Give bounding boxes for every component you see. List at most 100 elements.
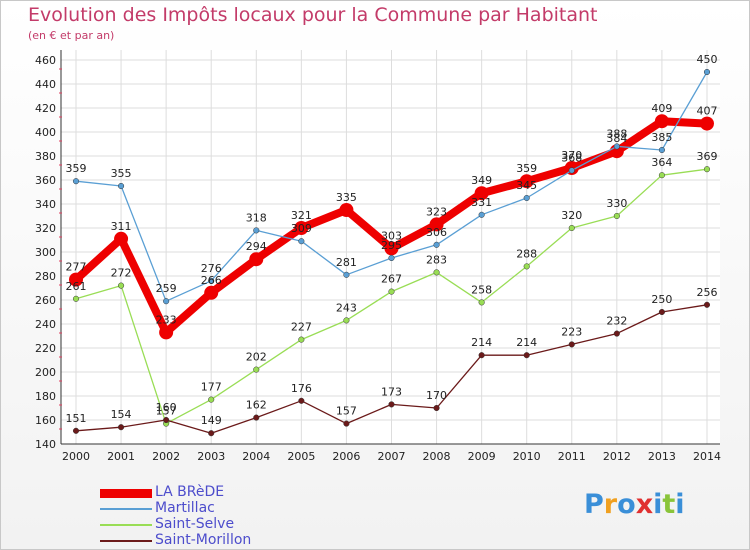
data-label: 355 [111,167,132,180]
data-point [118,182,125,190]
data-point [613,143,620,150]
data-labels: 277 311 233 266 294 321 335 303 323 349 359 370 384 4… [66,53,718,427]
x-tick-label: 2003 [197,450,225,463]
data-point [429,217,444,232]
x-tick-label: 2002 [152,450,180,463]
data-label: 154 [111,408,132,421]
legend-label: Martillac [155,500,215,516]
data-point [523,194,530,202]
data-point [388,254,395,262]
data-point [474,186,489,201]
chart-title: Evolution des Impôts locaux pour la Comm… [28,4,598,26]
data-point [703,301,711,308]
data-label: 232 [606,315,627,328]
data-point [384,241,399,256]
logo-letter: o [617,489,636,520]
data-point [568,167,575,174]
data-point [118,424,125,431]
data-label: 160 [156,401,177,414]
data-label: 309 [291,222,312,235]
y-tick-label: 180 [35,390,56,403]
logo-letter: x [635,489,654,520]
data-point [253,414,260,421]
data-label: 283 [426,253,447,266]
data-point [658,308,665,316]
data-label: 320 [561,209,582,222]
data-point [388,288,395,295]
data-label: 227 [291,321,312,334]
x-tick-label: 2008 [423,450,451,463]
data-label: 306 [426,226,447,239]
data-point [654,114,669,129]
data-point [478,352,485,359]
y-tick-label: 160 [35,414,56,427]
data-point [72,178,80,185]
data-label: 288 [516,247,537,260]
data-label: 149 [201,414,222,427]
y-tick-label: 140 [35,438,56,451]
data-label: 256 [696,286,717,299]
data-point [343,317,350,324]
data-label: 323 [426,205,447,218]
legend-swatch [100,488,152,498]
data-label: 157 [336,405,357,418]
legend-label: Saint-Morillon [155,532,252,548]
x-tick-label: 2005 [287,450,315,463]
x-tick-label: 2012 [603,450,631,463]
logo-letter: t [662,489,676,520]
y-tick-label: 220 [35,342,56,355]
y-tick-label: 260 [35,294,56,307]
data-point [163,298,170,305]
data-point [388,401,395,408]
data-point [118,282,125,289]
logo-letter: i [675,489,685,520]
x-tick-label: 2010 [513,450,541,463]
data-label: 223 [561,325,582,338]
x-tick-label: 2006 [332,450,360,463]
data-point [159,325,174,340]
logo-letter: r [603,489,618,520]
data-label: 364 [651,156,672,169]
data-label: 409 [651,102,672,115]
data-point [208,396,215,403]
data-label: 369 [696,150,717,163]
x-tick-label: 2014 [693,450,721,463]
y-tick-label: 300 [35,246,56,259]
data-label: 202 [246,351,267,364]
data-point [568,224,575,232]
line-chart: 140 160 180 200 220 240 260 280 300 320 340 360 380 4… [35,50,721,463]
data-label: 359 [66,162,87,175]
data-label: 368 [561,151,582,164]
data-point [343,271,350,278]
x-tick-label: 2007 [377,450,405,463]
data-label: 330 [606,197,627,210]
y-tick-label: 200 [35,366,56,379]
x-tick-label: 2011 [558,450,586,463]
data-label: 233 [156,313,177,326]
data-label: 162 [246,399,267,412]
data-label: 295 [381,239,402,252]
data-point [478,211,485,218]
data-point [568,341,575,348]
x-tick-label: 2013 [648,450,676,463]
data-point [613,330,620,337]
y-tick-label: 380 [35,150,56,163]
data-point [114,231,129,246]
data-point [658,146,665,154]
data-label: 250 [651,293,672,306]
data-label: 321 [291,209,312,222]
data-point [433,404,440,412]
series-lines [69,68,714,437]
legend-label: Saint-Selve [155,516,235,532]
data-label: 170 [426,389,447,402]
data-label: 311 [111,220,132,233]
data-point [613,212,620,220]
chart-subtitle: (en € et par an) [28,29,115,42]
data-point [433,241,440,248]
data-label: 243 [336,301,357,314]
data-point [208,277,215,284]
data-label: 277 [66,261,87,274]
data-point [658,172,665,179]
data-label: 276 [201,262,222,275]
data-label: 176 [291,382,312,395]
